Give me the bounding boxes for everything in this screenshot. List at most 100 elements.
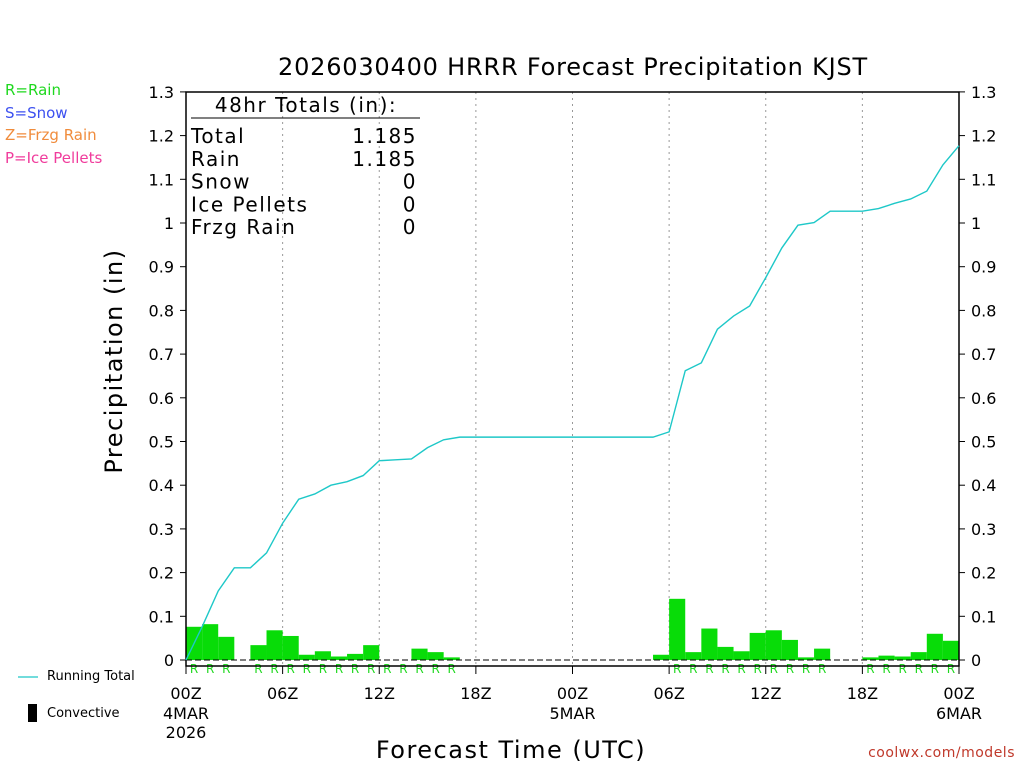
running-total-legend-label: Running Total [47,669,135,684]
x-tick-label: 06Z [653,684,684,703]
precip-bar [266,630,283,660]
running-total-legend: Running Total [18,669,135,684]
precip-bar [314,651,331,660]
y-tick-label-left: 1 [164,214,174,233]
precip-bar [363,645,380,660]
precip-type-marker: R [399,662,407,676]
precip-bar [733,651,750,660]
y-tick-label-right: 0 [971,651,981,670]
precip-type-marker: R [754,662,762,676]
x-tick-label: 06Z [267,684,298,703]
y-tick-label-left: 0.4 [149,476,174,495]
y-tick-label-left: 0.2 [149,564,174,583]
precip-type-marker: R [721,662,729,676]
precip-bar [427,652,444,660]
totals-row-value: 1.185 [352,124,417,148]
precip-type-marker: R [415,662,423,676]
convective-legend-swatch [28,704,37,722]
y-tick-label-right: 1.1 [971,170,996,189]
precip-bar [878,655,895,660]
precip-type-marker: R [287,662,295,676]
totals-box-title: 48hr Totals (in): [215,93,397,117]
y-tick-label-right: 0.7 [971,345,996,364]
y-tick-label-right: 0.9 [971,258,996,277]
precip-type-marker: R [431,662,439,676]
precip-type-marker: R [367,662,375,676]
precip-type-marker: R [689,662,697,676]
precip-bar [910,652,927,660]
y-tick-label-left: 0.9 [149,258,174,277]
precip-type-marker: R [206,662,214,676]
precip-bar [443,657,460,660]
precip-bar [765,630,782,660]
precip-type-marker: R [222,662,230,676]
precip-bar [347,653,364,660]
precip-type-marker: R [882,662,890,676]
x-tick-label: 18Z [847,684,878,703]
y-tick-label-right: 1.3 [971,83,996,102]
convective-legend-label: Convective [47,706,120,721]
precip-type-marker: R [802,662,810,676]
x-tick-label: 12Z [364,684,395,703]
totals-row-label: Total [190,124,245,148]
precip-bar [797,657,815,660]
y-tick-label-right: 1.2 [971,127,996,146]
convective-legend: Convective [18,706,120,721]
y-tick-label-left: 0.1 [149,607,174,626]
precip-bar [685,652,702,660]
y-tick-label-right: 0.2 [971,564,996,583]
chart-title: 2026030400 HRRR Forecast Precipitation K… [278,53,868,81]
precip-bar [942,640,959,660]
y-tick-label-right: 0.5 [971,433,996,452]
precip-type-marker: R [673,662,681,676]
precip-bar [250,645,267,660]
x-tick-label: 18Z [460,684,491,703]
x-tick-label: 00Z [557,684,588,703]
y-tick-label-right: 0.8 [971,301,996,320]
precip-bar [894,656,911,660]
precip-type-marker: R [786,662,794,676]
precip-bar [330,656,348,660]
precip-type-marker: R [270,662,278,676]
y-tick-label-left: 1.1 [149,170,174,189]
y-tick-label-right: 0.1 [971,607,996,626]
precip-type-legend: R=Rain S=Snow Z=Frzg Rain P=Ice Pellets [5,79,102,169]
precip-type-marker: R [915,662,923,676]
running-total-line-group [185,145,960,661]
totals-row-label: Frzg Rain [191,215,296,239]
y-tick-label-left: 0.5 [149,433,174,452]
x-axis-label: Forecast Time (UTC) [376,736,646,764]
x-tick-label: 00Z [943,684,974,703]
precip-bar [717,646,734,660]
precip-type-marker: R [319,662,327,676]
footer-url: coolwx.com/models [868,745,1015,761]
precip-bar [298,654,315,660]
totals-row-value: 0 [403,215,417,239]
x-tick-label: 00Z [170,684,201,703]
x-tick-sublabel: 6MAR [936,704,982,723]
precip-type-marker: R [947,662,955,676]
y-tick-label-left: 1.2 [149,127,174,146]
totals-row-value: 0 [403,192,417,216]
y-tick-label-right: 0.6 [971,389,996,408]
y-axis-label: Precipitation (in) [100,248,128,473]
y-tick-label-left: 0.8 [149,301,174,320]
y-tick-label-right: 1 [971,214,981,233]
precip-bar [781,639,798,660]
precip-type-marker: R [303,662,311,676]
precip-type-marker: R [770,662,778,676]
precip-type-marker: R [898,662,906,676]
precip-type-marker: R [705,662,713,676]
running-total-line [185,145,960,661]
x-tick-sublabel: 2026 [166,723,207,742]
precip-type-marker: R [866,662,874,676]
precip-type-marker: R [254,662,262,676]
totals-row-label: Snow [191,170,251,194]
precip-bar [669,598,686,660]
y-tick-label-left: 0.7 [149,345,174,364]
precip-bar [282,635,299,660]
hourly-precip-bars [186,598,959,661]
totals-row-value: 1.185 [352,147,417,171]
y-tick-label-left: 1.3 [149,83,174,102]
